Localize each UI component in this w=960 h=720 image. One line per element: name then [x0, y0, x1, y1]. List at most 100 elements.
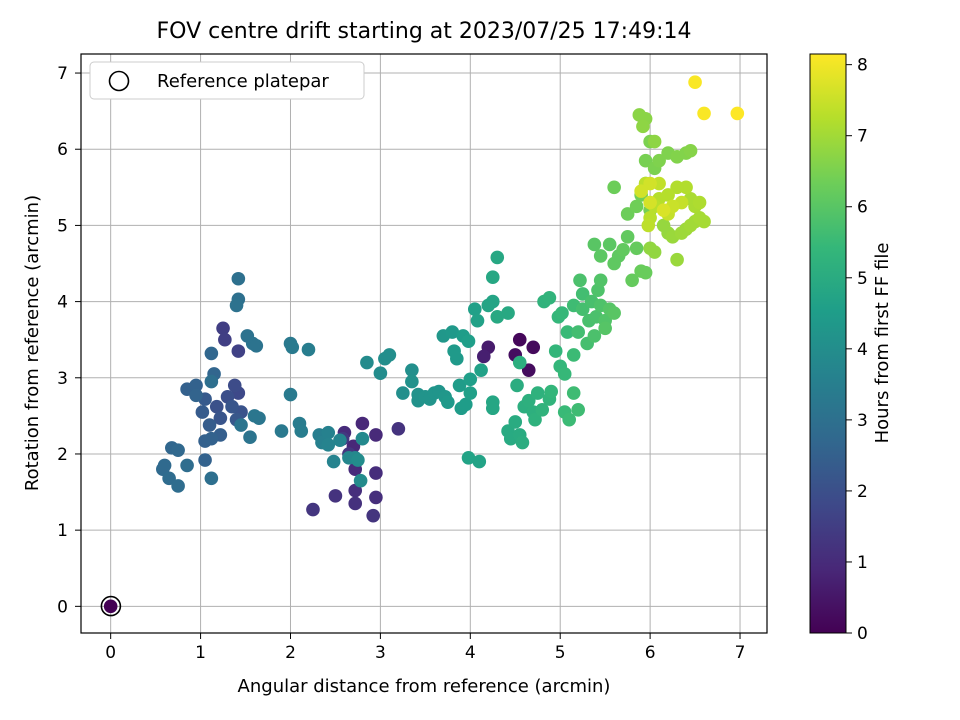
y-tick-label: 6: [57, 140, 68, 160]
scatter-point: [171, 479, 185, 493]
scatter-point: [171, 443, 185, 457]
scatter-point: [461, 450, 476, 465]
scatter-point: [530, 386, 545, 400]
legend-marker: [108, 70, 130, 92]
y-tick-label: 1: [57, 521, 68, 541]
scatter-point: [348, 496, 363, 511]
scatter-point: [485, 270, 500, 285]
scatter-point: [730, 106, 745, 121]
scatter-point: [252, 411, 266, 425]
scatter-point: [515, 435, 530, 450]
scatter-point: [353, 473, 368, 488]
scatter-point: [198, 453, 212, 467]
scatter-point: [638, 265, 653, 280]
colorbar-tick-label: 4: [857, 340, 868, 360]
x-axis-ticks: 0 1 2 3 4 5 6 7: [105, 633, 745, 663]
colorbar-ticks: 0 1 2 3 4 5 6 7 8: [846, 56, 868, 644]
scatter-point: [283, 387, 298, 402]
scatter-point: [535, 402, 550, 417]
scatter-point: [526, 340, 541, 355]
scatter-point: [441, 395, 455, 409]
scatter-point: [629, 241, 644, 256]
scatter-point: [162, 471, 176, 486]
scatter-point: [366, 508, 381, 523]
scatter-point: [202, 418, 217, 432]
scatter-point: [231, 344, 246, 358]
scatter-point: [321, 438, 336, 452]
y-axis-ticks: 0 1 2 3 4 5 6 7: [57, 64, 81, 617]
x-tick-label: 5: [555, 643, 566, 663]
scatter-point: [557, 367, 572, 381]
plot-frame: [80, 53, 768, 634]
scatter-point: [204, 346, 219, 361]
scatter-point: [566, 386, 581, 400]
scatter-point: [643, 176, 657, 191]
scatter-point: [396, 386, 410, 400]
scatter-point: [103, 599, 118, 614]
chart-title: FOV centre drift starting at 2023/07/25 …: [157, 19, 692, 44]
scatter-point: [544, 384, 559, 399]
scatter-point: [636, 119, 650, 134]
colorbar-tick-label: 0: [857, 624, 868, 644]
scatter-point: [463, 372, 478, 387]
scatter-point: [571, 325, 585, 339]
scatter-point: [450, 351, 464, 366]
scatter-point: [512, 355, 527, 370]
scatter-point: [670, 252, 684, 267]
scatter-point: [508, 415, 523, 429]
scatter-point: [463, 386, 478, 400]
scatter-point: [566, 348, 581, 362]
scatter-point: [490, 250, 505, 265]
colorbar-tick-label: 8: [857, 56, 868, 76]
legend-label: Reference platepar: [157, 71, 329, 92]
x-tick-label: 0: [105, 643, 116, 663]
scatter-point: [445, 325, 460, 339]
scatter-point: [306, 502, 320, 517]
scatter-point: [571, 402, 585, 417]
scatter-point: [616, 242, 630, 257]
scatter-point: [333, 433, 347, 448]
scatter-point: [274, 424, 289, 438]
scatter-point: [602, 237, 617, 252]
scatter-point: [562, 412, 577, 427]
scatter-point: [204, 431, 219, 446]
scatter-point: [521, 393, 536, 408]
scatter-point: [227, 378, 242, 393]
scatter-point: [294, 424, 309, 438]
scatter-point: [189, 388, 203, 403]
x-tick-label: 3: [375, 643, 386, 663]
scatter-point: [593, 249, 608, 263]
scatter-point: [629, 199, 644, 214]
legend-box: [89, 61, 365, 100]
scatter-point: [405, 374, 419, 389]
scatter-point: [607, 180, 621, 195]
scatter-point: [301, 342, 316, 357]
scatter-point: [560, 325, 575, 339]
scatter-point: [647, 245, 662, 259]
scatter-point: [348, 483, 363, 498]
scatter-point: [391, 422, 406, 436]
scatter-point: [472, 454, 487, 469]
scatter-point: [490, 310, 505, 324]
scatter-point: [195, 405, 210, 419]
scatter-point: [501, 306, 515, 320]
scatter-point: [575, 287, 590, 301]
scatter-point: [643, 195, 657, 210]
scatter-point: [204, 471, 219, 486]
colorbar-tick-label: 5: [857, 269, 868, 289]
scatter-point: [216, 321, 230, 336]
y-tick-label: 4: [57, 293, 68, 313]
scatter-point: [593, 273, 608, 288]
x-tick-label: 2: [285, 643, 296, 663]
y-tick-label: 3: [57, 369, 68, 389]
scatter-point: [573, 273, 587, 288]
scatter-point: [373, 366, 388, 381]
scatter-point: [512, 332, 527, 347]
scatter-point: [587, 237, 602, 252]
y-tick-label: 0: [57, 597, 68, 617]
x-tick-label: 6: [645, 643, 656, 663]
grid-lines: [81, 54, 767, 633]
scatter-point: [485, 401, 500, 416]
scatter-point: [321, 425, 336, 440]
colorbar-tick-label: 2: [857, 482, 868, 502]
